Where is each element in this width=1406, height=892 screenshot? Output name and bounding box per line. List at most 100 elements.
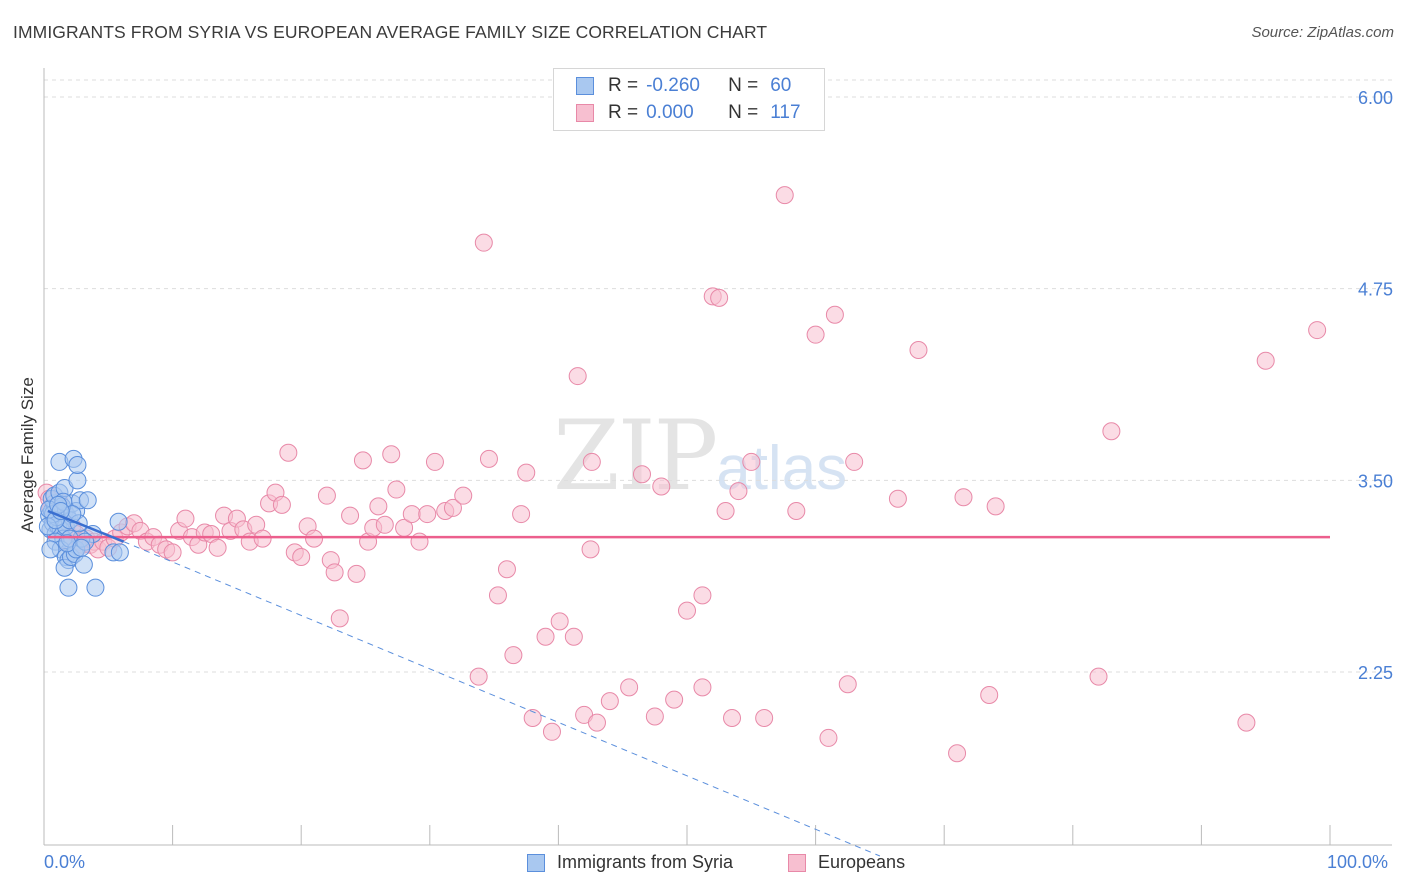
europe-point [474,233,493,252]
x-axis-max-label: 100.0% [1327,852,1389,872]
europe-point [723,709,742,727]
europe-point [806,325,825,344]
legend-n-value-syria: 60 [770,75,792,96]
europe-point [163,543,182,562]
europe-point [1237,713,1256,732]
europe-point [819,728,838,747]
europe-point [716,502,735,520]
europe-point [305,529,324,548]
bottom-legend-label-syria: Immigrants from Syria [557,852,734,872]
europe-point [600,692,619,711]
y-tick-label: 6.00 [1358,88,1393,108]
syria-point [68,471,87,490]
europe-point [652,477,671,496]
europe-point [542,722,561,741]
syria-point [78,491,97,510]
trend-lines [47,509,1330,857]
bottom-legend-swatch-europe [788,853,806,872]
europe-point [330,609,349,628]
europe-point [678,601,696,620]
watermark-zip: ZIP [553,400,718,512]
legend-n-label: N = [728,75,759,96]
bottom-legend-label-europe: Europeans [818,852,906,872]
europe-point [620,678,639,697]
europe-point [341,506,360,525]
europe-point [253,529,272,548]
europe-point [512,505,531,524]
syria-point [68,456,87,474]
legend-row-syria: R = -0.260 N = 60 [576,74,791,98]
y-tick-label: 2.25 [1358,663,1393,683]
europe-point [469,667,488,686]
europe-points [37,186,1327,763]
europe-point [568,367,587,386]
europe-point [729,482,748,501]
europe-point [909,341,928,359]
stats-legend: R = -0.260 N = 60 R = 0.000 N = 117 [553,68,825,131]
europe-point [838,675,857,694]
europe-point [587,713,606,732]
chart-title: IMMIGRANTS FROM SYRIA VS EUROPEAN AVERAG… [13,22,768,42]
syria-points [38,449,129,597]
europe-point [1256,351,1275,370]
europe-point [497,560,516,579]
europe-point [488,586,507,605]
y-tick-label: 4.75 [1358,280,1393,300]
europe-point [382,445,401,464]
bottom-legend-syria[interactable]: Immigrants from Syria [527,852,733,873]
legend-n-label: N = [728,102,759,123]
europe-point [550,612,569,631]
syria-point [86,578,105,597]
europe-point [410,532,429,551]
syria-point [41,540,60,559]
bottom-legend-europe[interactable]: Europeans [788,852,905,873]
europe-point [387,480,406,499]
europe-point [845,452,864,471]
axes [43,68,1392,846]
europe-point [523,709,542,727]
europe-point [418,505,437,524]
europe-point [632,465,651,484]
syria-point [74,555,93,574]
syria-point [59,578,78,597]
europe-point [325,563,344,582]
europe-point [353,451,372,470]
europe-point [742,452,761,471]
europe-point [1089,667,1108,686]
europe-point [279,443,298,462]
watermark: ZIPatlas [553,400,847,512]
europe-point [292,548,311,566]
europe-point [369,497,388,516]
legend-row-europe: R = 0.000 N = 117 [576,101,801,125]
europe-point [208,538,227,557]
source-label: Source: ZipAtlas.com [1251,24,1394,41]
europe-point [443,498,462,517]
x-axis-min-label: 0.0% [44,852,86,872]
legend-n-value-europe: 117 [770,102,801,123]
y-tick-label: 3.50 [1358,471,1393,491]
legend-r-label: R = [608,75,639,96]
europe-point [517,463,536,482]
bottom-legend-swatch-syria [527,853,545,872]
syria-point [72,538,91,557]
europe-point [272,495,291,514]
syria-point [110,543,129,562]
europe-point [454,486,473,505]
europe-point [375,515,394,534]
europe-point [1102,422,1121,441]
europe-point [645,707,664,726]
europe-point [581,540,600,559]
europe-point [479,449,498,468]
europe-point [665,690,684,709]
legend-swatch-syria [576,77,594,95]
europe-point [347,564,366,583]
legend-r-value-syria: -0.260 [646,75,700,96]
europe-point [755,709,774,727]
y-tick-labels: 2.25 3.50 4.75 6.00 [1358,88,1393,683]
syria-trend-line [47,509,125,543]
europe-point [504,646,523,665]
europe-point [825,305,844,324]
europe-point [582,452,601,471]
europe-point [948,744,967,763]
